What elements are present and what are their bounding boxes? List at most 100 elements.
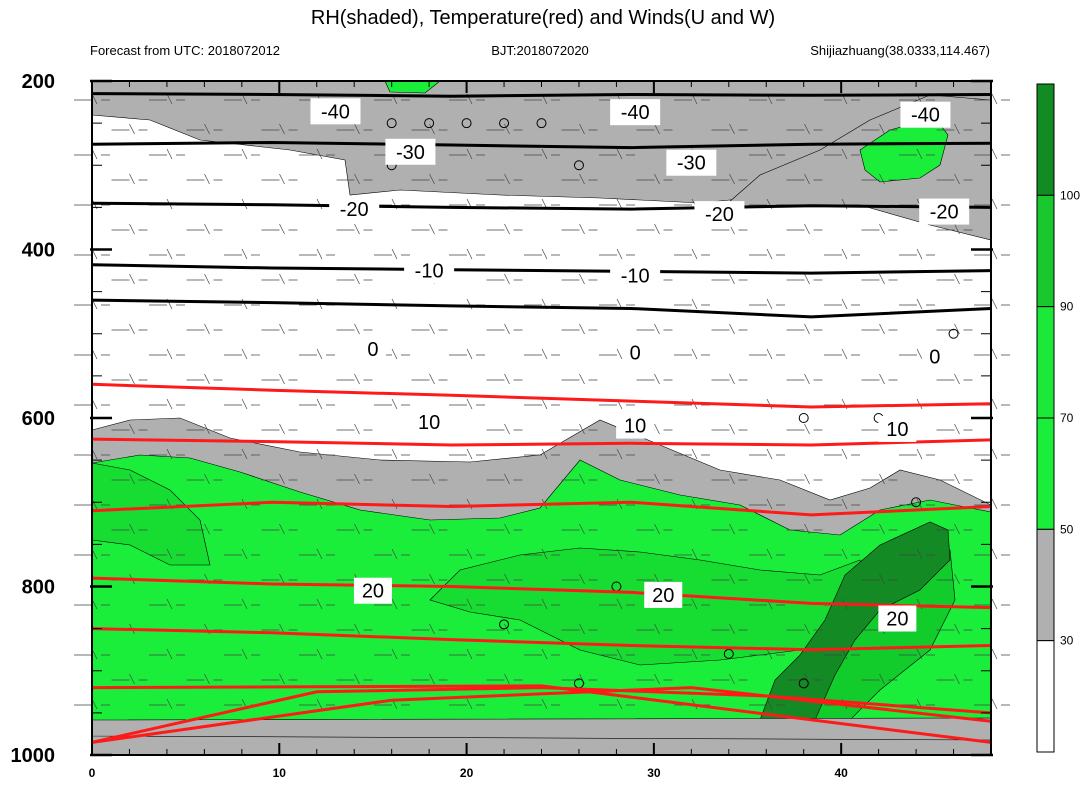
y-tick-label: 800 (22, 577, 55, 599)
calm-wind-circle (386, 118, 397, 129)
contour-label-20: 20 (652, 585, 674, 607)
wind-barb (841, 498, 848, 510)
wind-barb (879, 523, 885, 535)
wind-barb (316, 648, 323, 660)
wind-barb (616, 198, 623, 210)
wind-barb (354, 373, 360, 385)
contour-label-0: 0 (929, 346, 940, 368)
wind-barb (804, 523, 810, 535)
contour-label-20: 20 (886, 609, 908, 631)
wind-barb (916, 248, 923, 260)
wind-barb (541, 548, 548, 560)
wind-barb (166, 548, 173, 560)
wind-barb (954, 323, 960, 335)
contour-label--30: -30 (396, 142, 425, 164)
contour-line-t26c (91, 686, 992, 744)
wind-barb (354, 523, 360, 535)
wind-barb (429, 373, 435, 385)
wind-barb (879, 223, 885, 235)
wind-barb (579, 123, 585, 135)
wind-barb (616, 248, 623, 260)
wind-barb (654, 673, 660, 685)
wind-barb (354, 323, 360, 335)
contour-label-box (666, 149, 717, 176)
wind-barb (841, 148, 848, 160)
wind-barb (729, 173, 735, 185)
wind-barb (429, 573, 435, 585)
wind-barb (504, 273, 510, 285)
contour-label-box (616, 412, 655, 439)
wind-barb (504, 523, 510, 535)
wind-barb (129, 223, 135, 235)
colorbar: 100 90 70 50 30 (1036, 83, 1080, 753)
wind-barb (991, 598, 998, 610)
wind-barb (654, 523, 660, 535)
rh-green-left (91, 462, 211, 566)
contour-label--10: -10 (621, 266, 650, 288)
wind-barb (504, 673, 510, 685)
wind-barb (129, 323, 135, 335)
wind-barb (729, 323, 735, 335)
contour-line--40 (91, 92, 992, 98)
wind-barb (241, 248, 248, 260)
wind-barb (541, 348, 548, 360)
wind-barb (504, 123, 510, 135)
chart-title: RH(shaded), Temperature(red) and Winds(U… (311, 7, 775, 29)
wind-barb (579, 423, 585, 435)
rh-gray-bottom (91, 717, 992, 741)
wind-barb (466, 648, 473, 660)
contour-line-t15 (91, 437, 992, 447)
wind-barb (729, 423, 735, 435)
wind-barb (766, 398, 773, 410)
wind-barb (204, 123, 210, 135)
wind-barb (129, 123, 135, 135)
calm-wind-circle (499, 118, 510, 129)
calm-wind-circle (948, 328, 959, 339)
wind-barb (654, 373, 660, 385)
wind-barb (729, 373, 735, 385)
contour-label--20: -20 (705, 204, 734, 226)
wind-barb (841, 648, 848, 660)
wind-barb (166, 248, 173, 260)
wind-barb (429, 323, 435, 335)
wind-barb (991, 348, 998, 360)
wind-barb (504, 323, 510, 335)
contour-label-box (359, 335, 386, 362)
wind-barb (466, 548, 473, 560)
wind-barb (954, 573, 960, 585)
contour-line-t26b (91, 686, 992, 744)
wind-barb (654, 473, 660, 485)
wind-barb (279, 123, 285, 135)
wind-barb (879, 473, 885, 485)
wind-barb (579, 323, 585, 335)
wind-barb (354, 123, 360, 135)
contour-label--20: -20 (340, 199, 369, 221)
wind-barb (204, 273, 210, 285)
contour-line-t18 (91, 500, 992, 517)
plot-area (91, 80, 992, 756)
wind-barb (504, 173, 510, 185)
wind-barb (354, 173, 360, 185)
wind-barb (654, 623, 660, 635)
wind-barb (504, 573, 510, 585)
contour-label-box (644, 581, 683, 608)
wind-barb (616, 148, 623, 160)
wind-barb (354, 473, 360, 485)
wind-barb (279, 323, 285, 335)
wind-barb (579, 373, 585, 385)
calm-wind-circle (798, 678, 809, 689)
wind-barb (504, 373, 510, 385)
wind-barb (691, 598, 698, 610)
wind-barb (916, 448, 923, 460)
contour-label-box (878, 605, 917, 632)
temperature-contours (91, 92, 992, 744)
wind-barb (879, 123, 885, 135)
wind-barb (804, 423, 810, 435)
wind-barb (129, 173, 135, 185)
wind-barb (541, 248, 548, 260)
wind-barb (129, 423, 135, 435)
wind-barb (954, 473, 960, 485)
wind-barb (804, 373, 810, 385)
wind-barb (204, 423, 210, 435)
